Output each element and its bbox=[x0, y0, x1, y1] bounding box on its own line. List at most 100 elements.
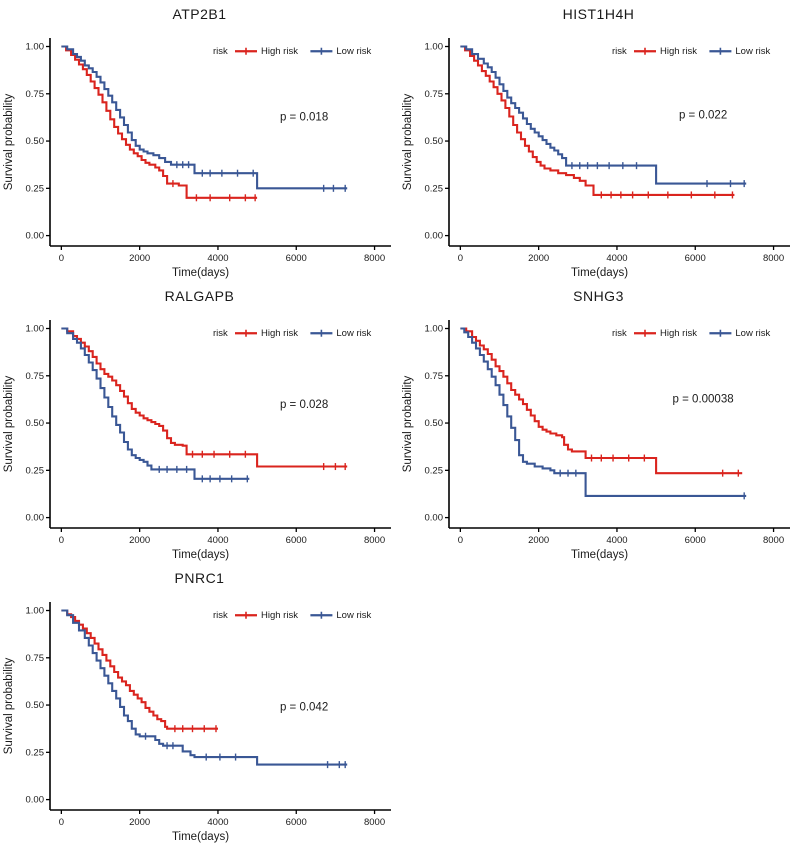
x-tick-label: 8000 bbox=[364, 535, 385, 546]
x-tick-label: 0 bbox=[458, 535, 463, 546]
y-axis-ticks: 0.00 0.25 0.50 0.75 1.00 bbox=[26, 42, 50, 242]
y-tick-label: 0.75 bbox=[425, 371, 444, 382]
p-value-label: p = 0.042 bbox=[280, 702, 328, 714]
x-axis-title: Time(days) bbox=[571, 549, 628, 561]
x-tick-label: 8000 bbox=[364, 253, 385, 264]
km-panel-hist1h4h: HIST1H4H 0.00 0.25 0.50 0.75 1.00 0 2000 4000 60… bbox=[399, 0, 798, 282]
y-axis-title: Survival probability bbox=[402, 93, 414, 190]
y-axis-ticks: 0.00 0.25 0.50 0.75 1.00 bbox=[425, 42, 449, 242]
panel-title: PNRC1 bbox=[174, 570, 225, 586]
y-tick-label: 1.00 bbox=[26, 324, 45, 335]
low-risk-censor-marks bbox=[144, 732, 346, 769]
low-risk-censor-marks bbox=[559, 469, 745, 500]
y-tick-label: 0.00 bbox=[425, 513, 444, 524]
high-risk-curve bbox=[61, 327, 348, 468]
low-risk-censor-marks bbox=[158, 465, 249, 483]
axes bbox=[448, 38, 790, 247]
low-risk-censor-marks bbox=[176, 161, 346, 192]
p-value-label: p = 0.022 bbox=[679, 109, 727, 121]
x-tick-label: 2000 bbox=[528, 535, 549, 546]
legend-entry-label: High risk bbox=[660, 328, 697, 339]
y-tick-label: 0.25 bbox=[425, 183, 444, 194]
low-risk-curve bbox=[61, 609, 348, 766]
x-axis-ticks: 0 2000 4000 6000 8000 bbox=[59, 528, 385, 546]
legend-title: risk bbox=[213, 610, 228, 621]
legend-entry-label: High risk bbox=[261, 328, 298, 339]
y-tick-label: 0.00 bbox=[425, 231, 444, 242]
x-axis-ticks: 0 2000 4000 6000 8000 bbox=[458, 528, 784, 546]
x-tick-label: 8000 bbox=[364, 817, 385, 828]
km-panel-pnrc1: PNRC1 0.00 0.25 0.50 0.75 1.00 0 2000 4000 6000 8… bbox=[0, 564, 399, 846]
legend-title: risk bbox=[612, 328, 627, 339]
km-panel-ralgapb: RALGAPB 0.00 0.25 0.50 0.75 1.00 0 2000 4000 600… bbox=[0, 282, 399, 564]
x-tick-label: 4000 bbox=[606, 535, 627, 546]
x-axis-ticks: 0 2000 4000 6000 8000 bbox=[458, 246, 784, 264]
axes bbox=[49, 38, 391, 247]
high-risk-curve bbox=[61, 609, 218, 730]
x-tick-label: 0 bbox=[59, 253, 64, 264]
km-panel-snhg3: SNHG3 0.00 0.25 0.50 0.75 1.00 0 2000 4000 6000 8… bbox=[399, 282, 798, 564]
x-tick-label: 6000 bbox=[286, 817, 307, 828]
y-tick-label: 0.50 bbox=[26, 136, 45, 147]
panel-title: HIST1H4H bbox=[562, 6, 635, 22]
high-risk-curve bbox=[460, 327, 743, 475]
y-tick-label: 0.75 bbox=[425, 89, 444, 100]
low-risk-curve bbox=[460, 45, 747, 185]
legend-entry-label: Low risk bbox=[336, 328, 371, 339]
y-tick-label: 0.25 bbox=[26, 183, 45, 194]
y-tick-label: 0.25 bbox=[26, 747, 45, 758]
x-tick-label: 4000 bbox=[207, 253, 228, 264]
y-tick-label: 0.75 bbox=[26, 371, 45, 382]
x-axis-title: Time(days) bbox=[172, 549, 229, 561]
legend-title: risk bbox=[213, 46, 228, 57]
x-tick-label: 8000 bbox=[763, 535, 784, 546]
x-tick-label: 4000 bbox=[207, 817, 228, 828]
axes bbox=[49, 602, 391, 811]
legend-entry-label: Low risk bbox=[336, 610, 371, 621]
p-value-label: p = 0.028 bbox=[280, 399, 328, 411]
y-tick-label: 0.75 bbox=[26, 653, 45, 664]
y-tick-label: 0.00 bbox=[26, 513, 45, 524]
low-risk-censor-marks bbox=[571, 162, 745, 188]
low-risk-curve bbox=[460, 327, 747, 497]
legend-entry-label: High risk bbox=[261, 46, 298, 57]
km-panel-atp2b1: ATP2B1 0.00 0.25 0.50 0.75 1.00 0 2000 4000 6000… bbox=[0, 0, 399, 282]
axes bbox=[448, 320, 790, 529]
y-tick-label: 0.75 bbox=[26, 89, 45, 100]
km-plot: 0.00 0.25 0.50 0.75 1.00 0 2000 4000 6000 8000 Tim… bbox=[3, 602, 391, 843]
x-tick-label: 4000 bbox=[207, 535, 228, 546]
x-tick-label: 2000 bbox=[528, 253, 549, 264]
axes bbox=[49, 320, 391, 529]
y-axis-title: Survival probability bbox=[3, 375, 15, 472]
legend-entry-label: Low risk bbox=[735, 46, 770, 57]
x-axis-ticks: 0 2000 4000 6000 8000 bbox=[59, 246, 385, 264]
panel-title: ATP2B1 bbox=[172, 6, 227, 22]
km-chart-snhg3: 0.00 0.25 0.50 0.75 1.00 0 2000 4000 6000 8000 Tim… bbox=[399, 312, 798, 566]
legend-entry-label: High risk bbox=[660, 46, 697, 57]
legend-entry-label: Low risk bbox=[735, 328, 770, 339]
x-tick-label: 6000 bbox=[685, 535, 706, 546]
y-tick-label: 1.00 bbox=[26, 42, 45, 53]
x-tick-label: 0 bbox=[458, 253, 463, 264]
high-risk-censor-marks bbox=[191, 450, 346, 471]
high-risk-censor-marks bbox=[590, 454, 740, 477]
y-axis-ticks: 0.00 0.25 0.50 0.75 1.00 bbox=[425, 324, 449, 524]
km-plot: 0.00 0.25 0.50 0.75 1.00 0 2000 4000 6000 8000 Tim… bbox=[3, 320, 391, 561]
high-risk-curve bbox=[61, 45, 258, 199]
x-axis-title: Time(days) bbox=[172, 267, 229, 279]
y-tick-label: 1.00 bbox=[425, 42, 444, 53]
y-tick-label: 0.25 bbox=[26, 465, 45, 476]
km-chart-hist1h4h: 0.00 0.25 0.50 0.75 1.00 0 2000 4000 6000 8000 Tim… bbox=[399, 30, 798, 284]
x-tick-label: 0 bbox=[59, 817, 64, 828]
x-tick-label: 2000 bbox=[129, 817, 150, 828]
km-chart-pnrc1: 0.00 0.25 0.50 0.75 1.00 0 2000 4000 6000 8000 Tim… bbox=[0, 594, 399, 846]
y-axis-ticks: 0.00 0.25 0.50 0.75 1.00 bbox=[26, 606, 50, 806]
x-tick-label: 2000 bbox=[129, 253, 150, 264]
x-tick-label: 6000 bbox=[286, 253, 307, 264]
y-tick-label: 1.00 bbox=[26, 606, 45, 617]
y-tick-label: 0.00 bbox=[26, 795, 45, 806]
x-axis-title: Time(days) bbox=[571, 267, 628, 279]
y-axis-title: Survival probability bbox=[3, 657, 15, 754]
x-tick-label: 6000 bbox=[685, 253, 706, 264]
